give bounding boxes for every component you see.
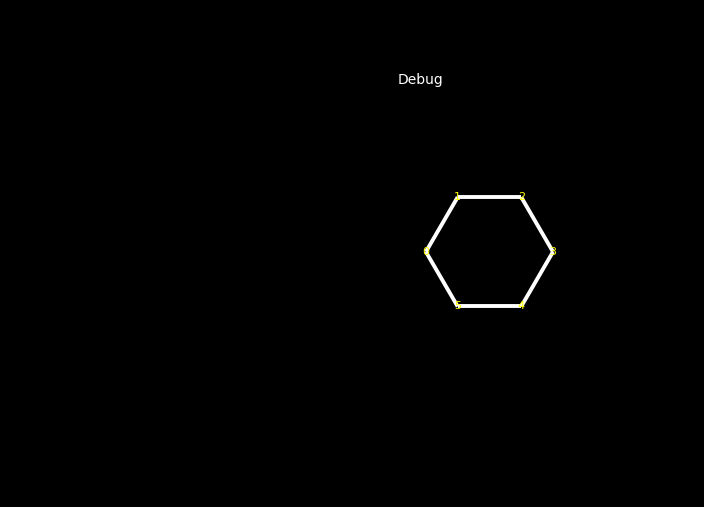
Text: 4: 4 (517, 302, 524, 311)
Text: 2: 2 (517, 192, 524, 202)
Text: 5: 5 (454, 302, 461, 311)
Text: Debug: Debug (398, 73, 444, 87)
Text: 0: 0 (422, 247, 429, 257)
Text: 1: 1 (454, 192, 461, 202)
Text: 3: 3 (550, 247, 556, 257)
